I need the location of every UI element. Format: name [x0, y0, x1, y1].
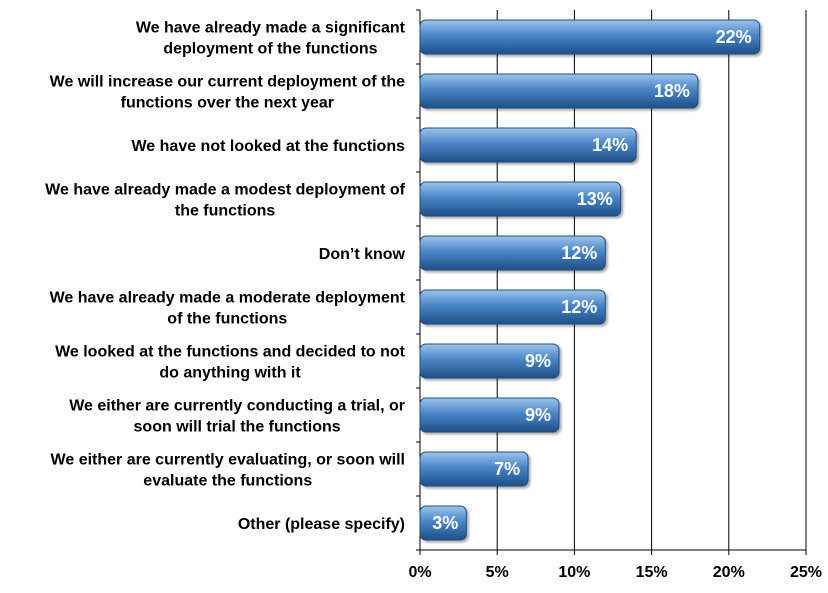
- bar-3: [419, 127, 637, 163]
- x-tick-label-25: 25%: [790, 564, 822, 581]
- bar-2: [419, 73, 699, 109]
- category-label-3: We have not looked at the functions: [131, 138, 405, 155]
- x-axis-tick-labels: 0% 5% 10% 15% 20% 25%: [408, 564, 822, 581]
- data-labels: 22% 18% 14% 13% 12% 12% 9% 9% 7% 3%: [432, 27, 751, 533]
- x-tick-label-15: 15%: [636, 564, 668, 581]
- x-tick-label-10: 10%: [558, 564, 590, 581]
- bar-7: [419, 343, 560, 379]
- category-label-6: We have already made a moderate deployme…: [50, 290, 406, 328]
- bar-9: [419, 451, 529, 487]
- category-label-8: We either are currently conducting a tri…: [69, 398, 405, 436]
- category-label-1: We have already made a significant deploy…: [136, 20, 406, 58]
- bar-1: [419, 19, 761, 55]
- data-label-5: 12%: [561, 243, 597, 263]
- category-label-9: We either are currently evaluating, or s…: [51, 452, 405, 490]
- x-tick-label-20: 20%: [713, 564, 745, 581]
- category-label-7: We looked at the functions and decided t…: [55, 344, 406, 382]
- bar-8: [419, 397, 560, 433]
- category-label-4: We have already made a modest deployment…: [45, 182, 405, 220]
- data-label-6: 12%: [561, 297, 597, 317]
- data-label-3: 14%: [592, 135, 628, 155]
- category-label-2: We will increase our current deployment …: [50, 74, 405, 112]
- data-label-7: 9%: [525, 351, 551, 371]
- category-label-10: Other (please specify): [238, 516, 405, 533]
- data-label-10: 3%: [432, 513, 458, 533]
- bar-4: [419, 181, 622, 217]
- category-labels: We have already made a significant deploy…: [45, 20, 406, 534]
- bar-6: [419, 289, 606, 325]
- data-label-8: 9%: [525, 405, 551, 425]
- data-label-4: 13%: [577, 189, 613, 209]
- x-tick-label-0: 0%: [408, 564, 431, 581]
- category-label-5: Don’t know: [319, 246, 406, 263]
- bars: [419, 19, 761, 541]
- data-label-1: 22%: [716, 27, 752, 47]
- x-tick-label-5: 5%: [486, 564, 509, 581]
- bar-10: [419, 505, 467, 541]
- data-label-9: 7%: [494, 459, 520, 479]
- data-label-2: 18%: [654, 81, 690, 101]
- bar-5: [419, 235, 606, 271]
